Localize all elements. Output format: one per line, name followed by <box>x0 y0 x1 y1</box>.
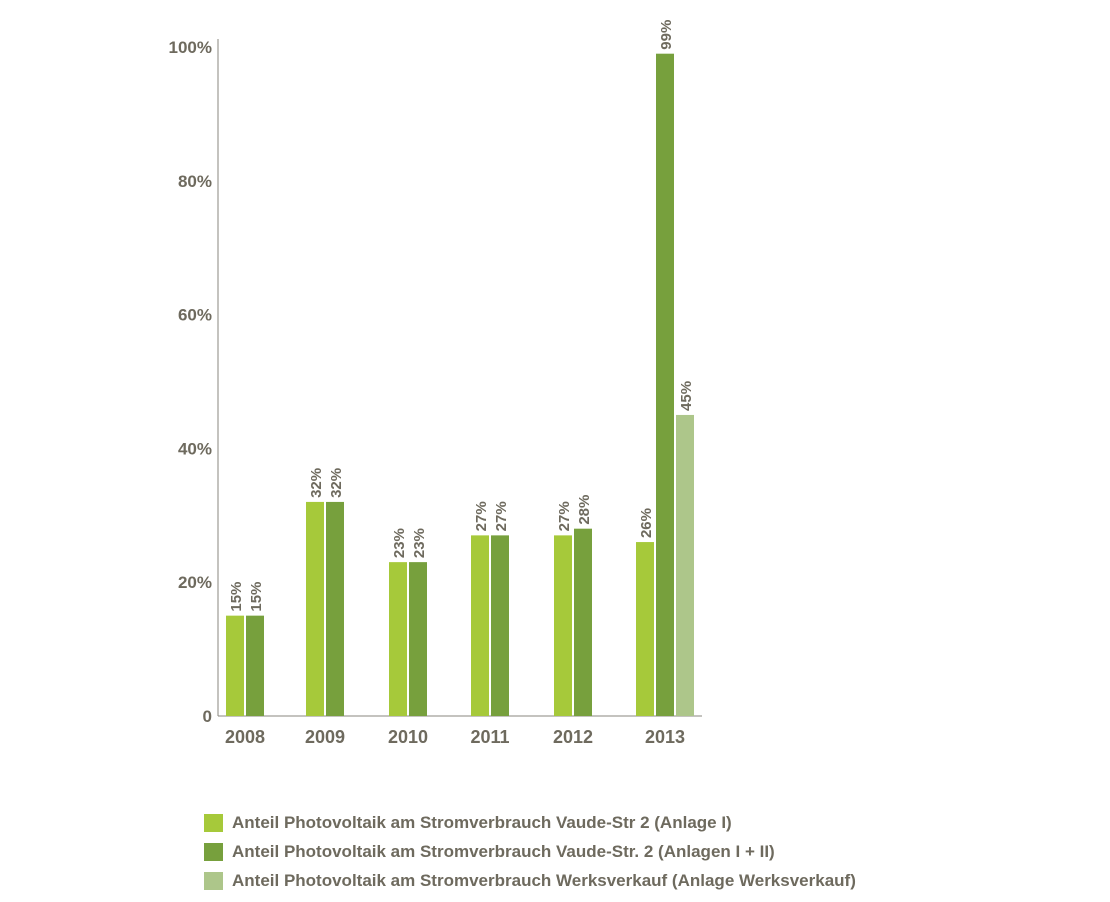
y-tick-label: 100% <box>169 38 212 57</box>
legend-swatch-series-1 <box>204 813 223 832</box>
data-label: 26% <box>638 508 655 538</box>
axes: 0 20% 40% 60% 80% 100% 2008 2009 2010 2011 2012 201… <box>169 38 702 747</box>
x-tick-label: 2011 <box>470 727 509 747</box>
x-tick-label: 2009 <box>305 727 345 747</box>
bars <box>226 53 694 716</box>
y-tick-label: 20% <box>178 573 212 592</box>
bar-series-2 <box>409 562 427 716</box>
legend-swatch-series-2 <box>204 842 223 861</box>
bar-series-1 <box>636 542 654 716</box>
bar-series-2 <box>246 615 264 716</box>
x-tick-label: 2008 <box>225 727 265 747</box>
y-tick-label: 60% <box>178 306 212 325</box>
data-labels: 15% 15%32% 32%23% 23%27% 27% 27% 28% 26%99%45% <box>228 20 695 612</box>
bar-series-1 <box>389 562 407 716</box>
legend-label-series-1: Anteil Photovoltaik am Stromverbrauch Va… <box>232 812 732 832</box>
data-label: 23% <box>391 528 408 558</box>
y-tick-label: 40% <box>178 439 212 458</box>
bar-series-3 <box>676 414 694 716</box>
data-label: 27% <box>473 501 490 531</box>
data-label: 15% <box>228 582 245 612</box>
data-label: 23% <box>411 528 428 558</box>
legend: Anteil Photovoltaik am Stromverbrauch Va… <box>204 808 856 895</box>
data-label: 15% <box>248 582 265 612</box>
bar-series-2 <box>491 535 509 716</box>
data-label: 32% <box>308 468 325 498</box>
bar-series-1 <box>226 615 244 716</box>
x-tick-label: 2012 <box>553 727 593 747</box>
legend-item-series-2: Anteil Photovoltaik am Stromverbrauch Va… <box>204 837 856 866</box>
bar-series-2 <box>656 53 674 716</box>
bar-series-2 <box>326 501 344 716</box>
bar-series-2 <box>574 528 592 716</box>
legend-label-series-2: Anteil Photovoltaik am Stromverbrauch Va… <box>232 841 775 861</box>
x-tick-label: 2013 <box>645 727 685 747</box>
data-label: 27% <box>493 501 510 531</box>
bar-series-1 <box>554 535 572 716</box>
legend-swatch-series-3 <box>204 871 223 890</box>
x-tick-label: 2010 <box>388 727 428 747</box>
data-label: 28% <box>576 495 593 525</box>
legend-label-series-3: Anteil Photovoltaik am Stromverbrauch We… <box>232 870 856 890</box>
data-label: 32% <box>328 468 345 498</box>
data-label: 27% <box>556 501 573 531</box>
y-tick-label: 0 <box>203 707 212 726</box>
legend-item-series-3: Anteil Photovoltaik am Stromverbrauch We… <box>204 866 856 895</box>
bar-series-1 <box>471 535 489 716</box>
data-label: 99% <box>658 20 675 50</box>
data-label: 45% <box>678 381 695 411</box>
y-tick-label: 80% <box>178 172 212 191</box>
legend-item-series-1: Anteil Photovoltaik am Stromverbrauch Va… <box>204 808 856 837</box>
bar-series-1 <box>306 501 324 716</box>
